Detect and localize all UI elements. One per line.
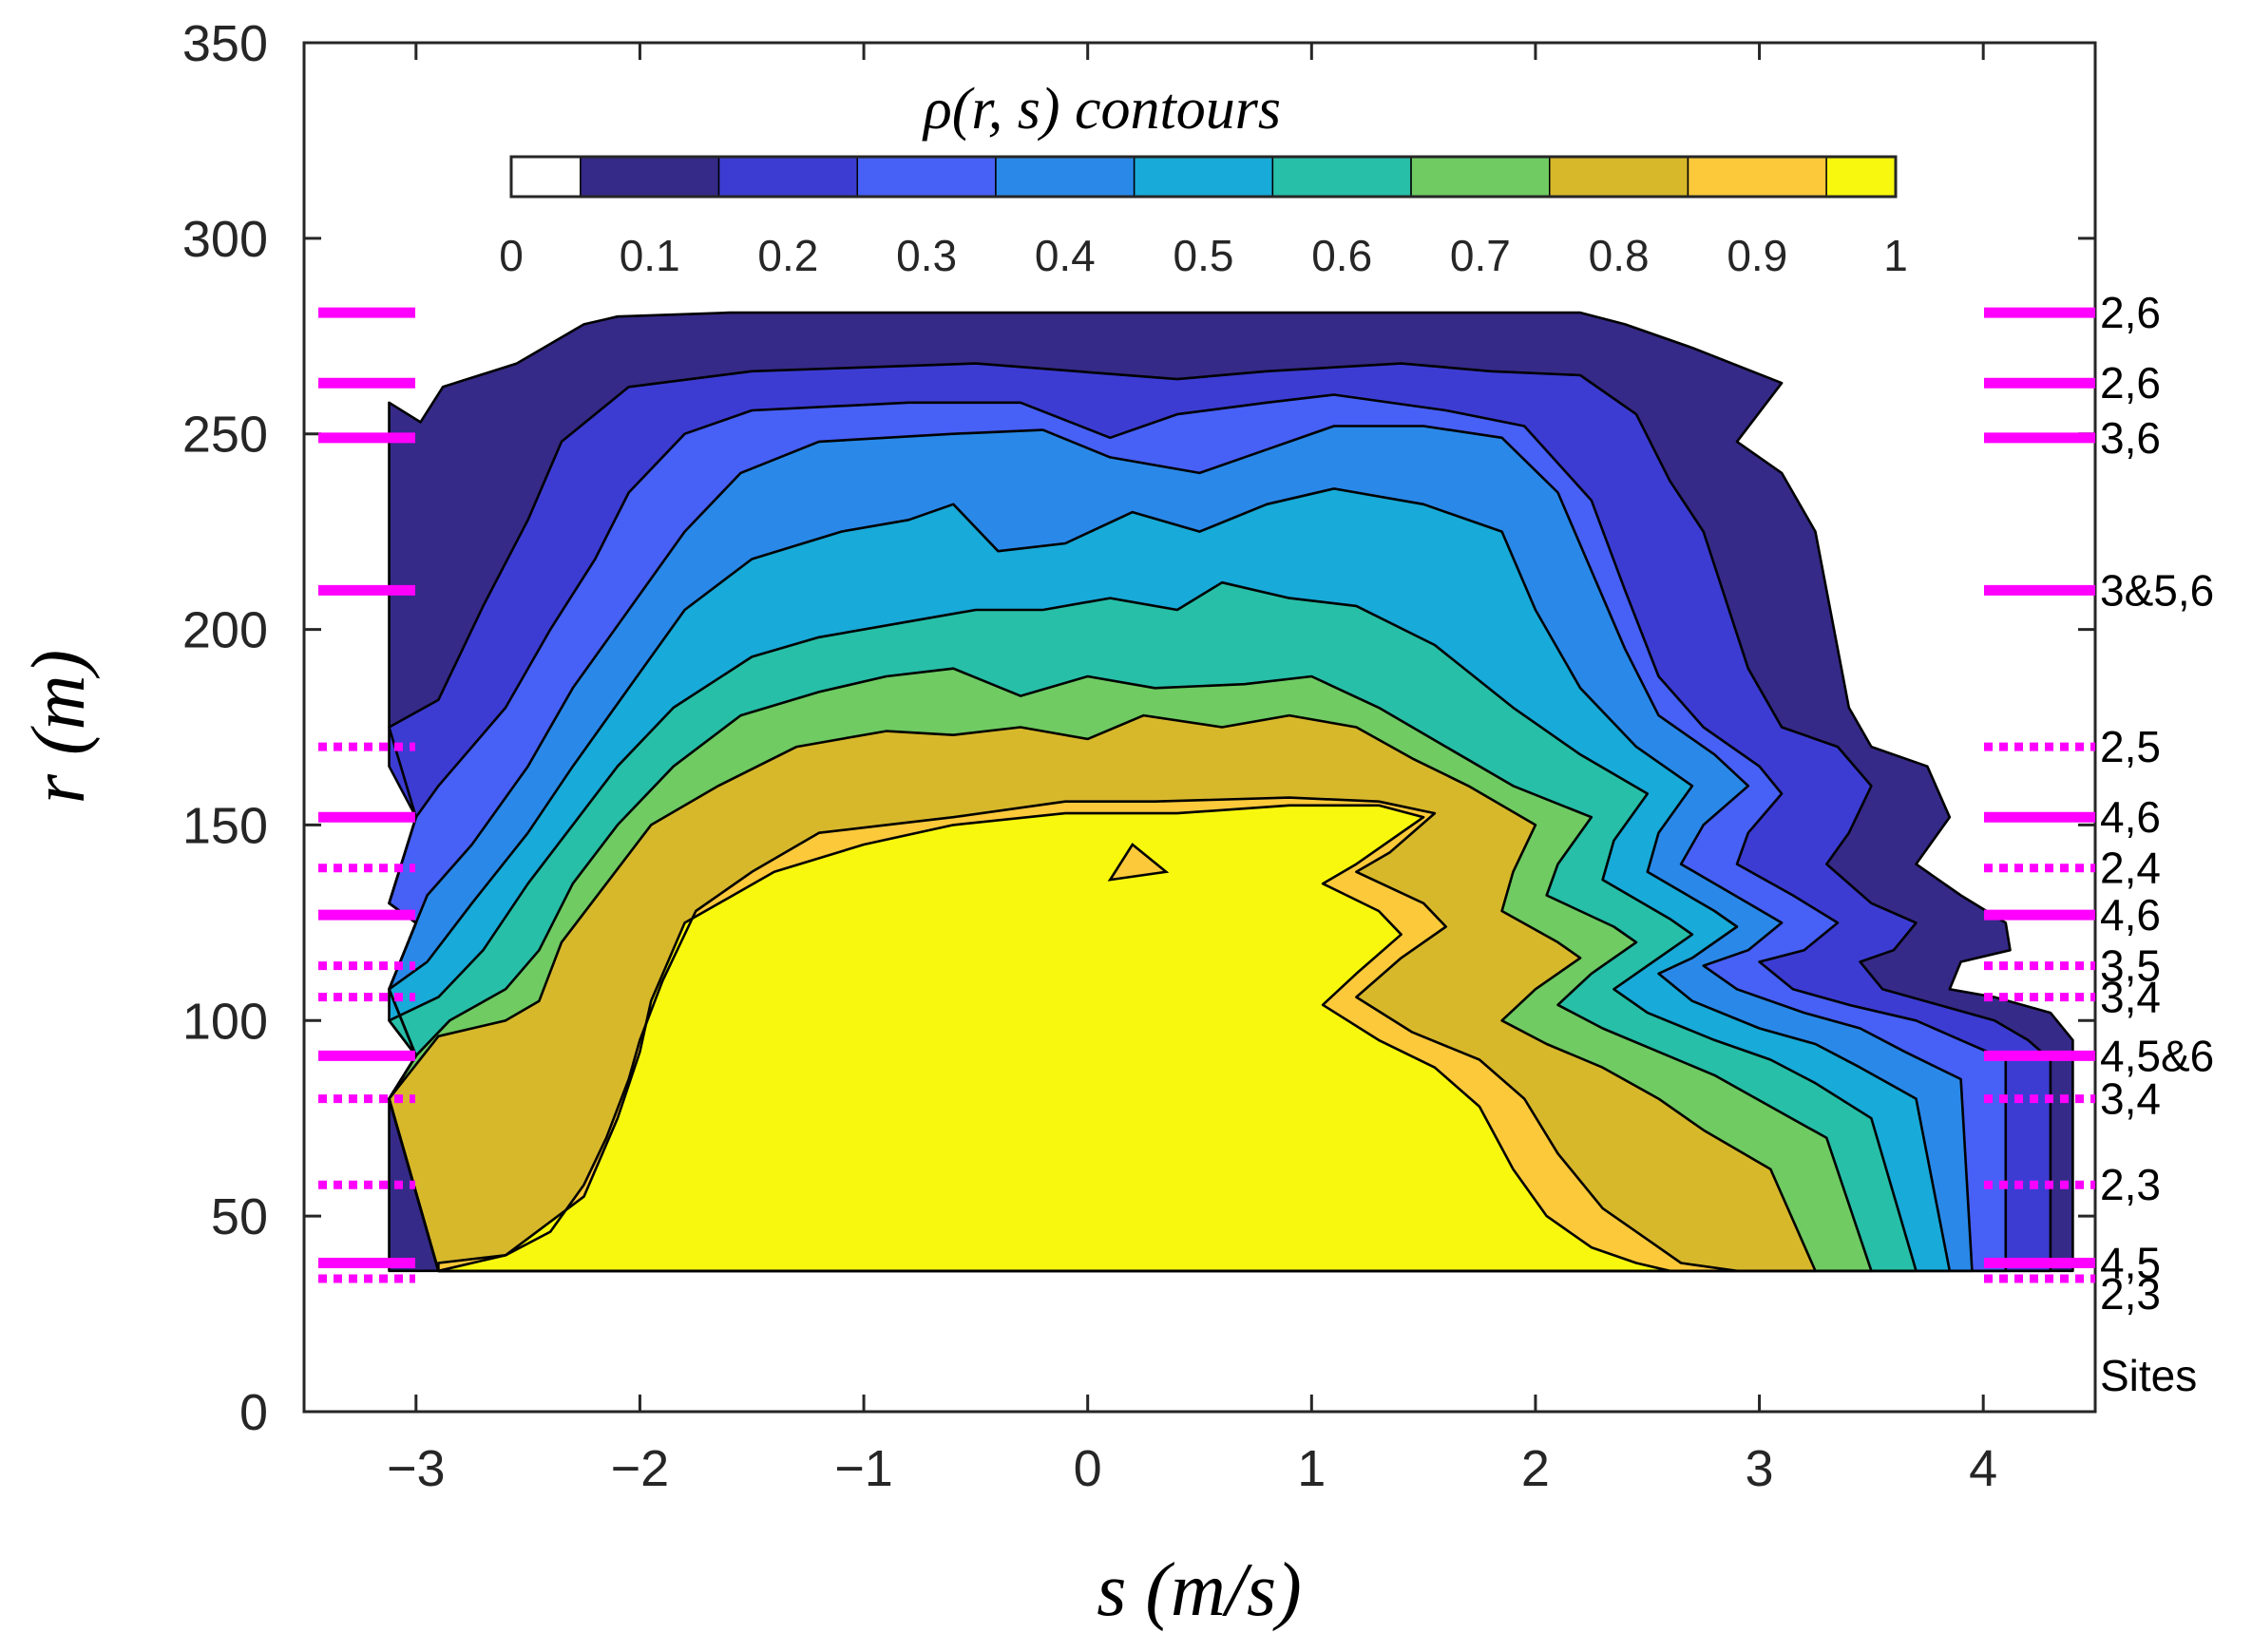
site-label: 2,6: [2100, 288, 2161, 337]
colorbar-swatch: [1133, 156, 1274, 198]
colorbar: 0 0.1 0.2 0.3 0.4 0.5 0.6 0.7 0.8 0.9 1: [499, 155, 1908, 280]
contour-island: [1107, 843, 1170, 882]
y-tick-label: 150: [182, 797, 268, 854]
colorbar-tick-label: 0: [499, 231, 524, 280]
colorbar-swatch: [1825, 156, 1897, 198]
x-tick-label: 0: [1074, 1440, 1102, 1497]
colorbar-swatch: [1549, 156, 1689, 198]
colorbar-tick-label: 0.7: [1450, 231, 1511, 280]
x-tick-label: −1: [834, 1440, 893, 1497]
site-label: 4,6: [2100, 792, 2161, 842]
y-tick-label: 100: [182, 993, 268, 1050]
colorbar-swatch: [717, 156, 858, 198]
contour-bands: [305, 313, 2094, 1411]
site-label: 3,4: [2100, 1074, 2161, 1124]
x-tick-label: −3: [387, 1440, 446, 1497]
colorbar-tick-label: 0.1: [620, 231, 680, 280]
contour-line-0.9: [437, 796, 1739, 1273]
colorbar-tick-label: 0.2: [757, 231, 818, 280]
site-label: 4,5: [2100, 1239, 2161, 1288]
contour-line-0.4: [388, 425, 1974, 1273]
colorbar-swatch: [856, 156, 997, 198]
contour-line-0.6: [388, 580, 1918, 1273]
site-label: 4,5&6: [2100, 1031, 2214, 1080]
colorbar-tick-label: 0.4: [1035, 231, 1096, 280]
plot-frame: [302, 41, 2097, 1414]
y-tick-label: 0: [239, 1384, 268, 1441]
site-label: 2,4: [2100, 844, 2161, 893]
colorbar-frame: [509, 155, 1898, 199]
site-label: 2,3: [2100, 1269, 2161, 1319]
site-label: 2,3: [2100, 1160, 2161, 1209]
y-tick-label: 50: [211, 1188, 268, 1245]
x-axis-ticks: −3 −2 −1 0 1 2 3 4: [387, 43, 1997, 1497]
colorbar-tick-label: 0.8: [1589, 231, 1650, 280]
contour-line-0.8: [388, 713, 1817, 1273]
colorbar-tick-label: 1: [1883, 231, 1908, 280]
colorbar-swatch: [510, 156, 582, 198]
site-label: 3&5,6: [2100, 565, 2214, 615]
site-label: 2,6: [2100, 358, 2161, 408]
colorbar-tick-label: 0.3: [896, 231, 957, 280]
contour-lines: [388, 311, 2074, 1273]
y-axis-ticks: 0 50 100 150 200 250 300 350: [182, 15, 2095, 1441]
colorbar-tick-label: 0.5: [1174, 231, 1234, 280]
x-tick-label: 3: [1746, 1440, 1774, 1497]
colorbar-swatch: [1271, 156, 1412, 198]
site-label: 3,6: [2100, 413, 2161, 463]
y-axis-label: r (m): [17, 650, 101, 804]
y-tick-label: 300: [182, 211, 268, 268]
x-tick-label: −2: [611, 1440, 670, 1497]
contour-line-0.7: [388, 667, 1873, 1273]
x-tick-label: 4: [1969, 1440, 1997, 1497]
y-tick-label: 350: [182, 15, 268, 72]
colorbar-swatch: [580, 156, 720, 198]
site-label: 4,6: [2100, 890, 2161, 940]
sites-label: Sites: [2100, 1351, 2197, 1400]
y-tick-label: 250: [182, 407, 268, 464]
colorbar-swatch: [995, 156, 1136, 198]
colorbar-tick-label: 0.9: [1727, 231, 1787, 280]
contour-line-1: [437, 804, 1671, 1273]
site-label: 3,5: [2100, 941, 2161, 991]
site-label: 3,4: [2100, 973, 2161, 1022]
site-markers: 2,62,63,63&5,62,54,62,44,63,53,44,5&63,4…: [318, 288, 2214, 1319]
contour-band-1: [438, 805, 1670, 1271]
contour-line-0.5: [388, 487, 1952, 1273]
x-axis-label: s (m/s): [1097, 1548, 1302, 1632]
colorbar-swatch: [1410, 156, 1551, 198]
colorbar-tick-label: 0.6: [1311, 231, 1372, 280]
colorbar-swatch: [1687, 156, 1827, 198]
site-label: 2,5: [2100, 722, 2161, 771]
below-range-mask: [305, 1274, 2094, 1411]
y-tick-label: 200: [182, 602, 268, 659]
chart-title: ρ(r, s) contours: [922, 77, 1281, 142]
x-tick-label: 2: [1521, 1440, 1550, 1497]
x-tick-label: 1: [1297, 1440, 1326, 1497]
